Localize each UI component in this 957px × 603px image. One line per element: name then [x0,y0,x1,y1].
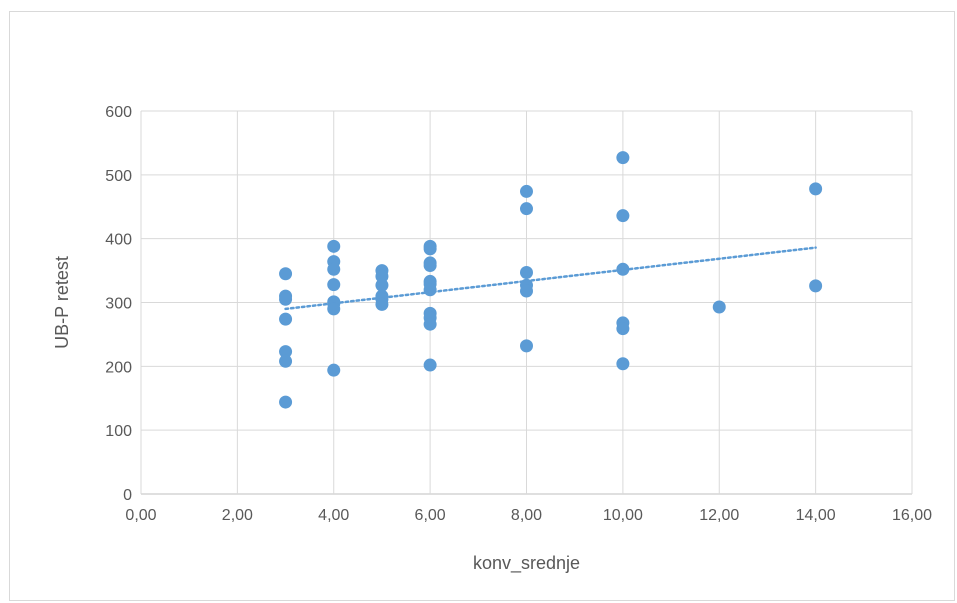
data-point [279,292,293,306]
data-point [616,262,630,276]
data-point [616,151,630,165]
chart-area [9,11,955,601]
x-tick-label: 16,00 [892,507,932,524]
data-point [809,182,823,196]
y-tick-label: 300 [105,296,132,313]
data-point [520,265,533,279]
y-tick-labels: 0 100 200 300 400 500 600 [105,104,132,504]
x-tick-label: 2,00 [222,507,253,524]
x-axis-title: konv_srednje [473,553,580,574]
y-axis-title: UB-P retest [52,256,72,349]
x-tick-label: 6,00 [415,507,446,524]
x-tick-label: 10,00 [603,507,643,524]
data-point [423,258,437,272]
data-point [279,267,293,281]
x-tick-label: 0,00 [125,507,156,524]
data-point [423,358,437,372]
trendline-layer [284,246,817,311]
y-tick-label: 100 [105,423,132,440]
y-tick-label: 400 [105,232,132,249]
x-tick-labels: 0,00 2,00 4,00 6,00 8,00 10,00 12,00 14,00 16,00 [125,507,932,524]
data-point [712,300,726,314]
data-point [423,242,437,256]
data-point [375,269,389,283]
data-point [279,354,293,368]
data-point [279,345,293,359]
x-tick-label: 8,00 [511,507,542,524]
x-tick-label: 14,00 [796,507,836,524]
data-point [520,284,533,298]
y-tick-label: 200 [105,359,132,376]
data-point [809,279,823,293]
data-point [520,339,533,353]
data-point [520,184,533,198]
data-point [327,278,341,292]
data-point [616,209,630,223]
data-point [327,239,341,253]
data-point [279,312,293,326]
data-point [375,297,389,311]
data-point [327,302,341,316]
x-tick-label: 4,00 [318,507,349,524]
data-point [616,357,630,371]
data-point [616,322,630,336]
trendline [284,246,817,311]
gridlines [140,110,913,495]
data-point [520,202,533,216]
y-tick-label: 500 [105,168,132,185]
data-point [279,395,293,409]
data-point [327,262,341,276]
x-tick-label: 12,00 [699,507,739,524]
data-point [423,317,437,331]
data-point [375,278,389,292]
data-point [327,363,341,377]
y-tick-label: 600 [105,104,132,121]
y-tick-label: 0 [123,487,132,504]
data-points [279,151,823,409]
data-point [423,283,437,297]
